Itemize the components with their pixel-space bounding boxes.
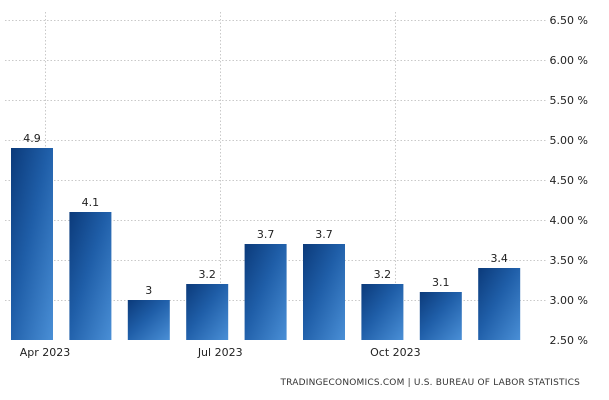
x-axis-ticks: Apr 2023 Jul 2023 Oct 2023: [20, 346, 421, 359]
y-tick-label: 4.00 %: [550, 214, 588, 227]
data-label: 3: [145, 284, 152, 297]
x-tick-label: Jul 2023: [197, 346, 243, 359]
y-tick-label: 5.50 %: [550, 94, 588, 107]
y-tick-label: 3.00 %: [550, 294, 588, 307]
y-tick-label: 6.00 %: [550, 54, 588, 67]
bar: [244, 244, 287, 340]
data-label: 3.7: [315, 228, 333, 241]
bar: [11, 148, 53, 340]
bar: [419, 292, 462, 340]
y-tick-label: 4.50 %: [550, 174, 588, 187]
y-tick-label: 5.00 %: [550, 134, 588, 147]
data-label: 3.1: [432, 276, 450, 289]
x-tick-label: Oct 2023: [370, 346, 421, 359]
y-tick-label: 6.50 %: [550, 14, 588, 27]
bars: [11, 148, 521, 340]
x-tick-label: Apr 2023: [20, 346, 71, 359]
bar: [127, 300, 170, 340]
bar: [186, 284, 229, 340]
bar: [361, 284, 404, 340]
data-label: 4.1: [82, 196, 100, 209]
data-label: 3.4: [490, 252, 508, 265]
bar: [478, 268, 521, 340]
data-labels: 4.9 4.1 3 3.2 3.7 3.7 3.2 3.1 3.4: [23, 132, 508, 297]
data-label: 3.2: [374, 268, 392, 281]
y-axis-ticks: 2.50 % 3.00 % 3.50 % 4.00 % 4.50 % 5.00 % 5.50…: [550, 14, 588, 347]
bar: [303, 244, 345, 340]
data-label: 3.2: [198, 268, 216, 281]
bar: [69, 212, 112, 340]
data-label: 3.7: [257, 228, 275, 241]
data-label: 4.9: [23, 132, 41, 145]
y-tick-label: 2.50 %: [550, 334, 588, 347]
source-credit: TRADINGECONOMICS.COM | U.S. BUREAU OF LA…: [279, 378, 580, 388]
y-tick-label: 3.50 %: [550, 254, 588, 267]
